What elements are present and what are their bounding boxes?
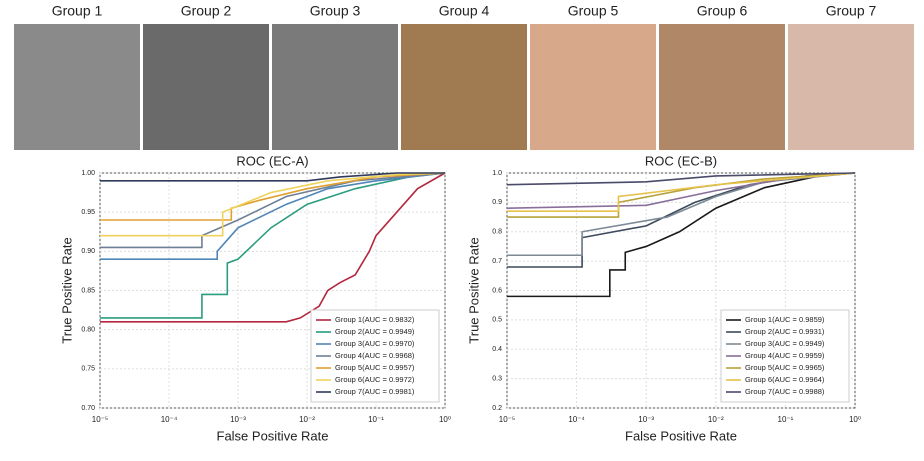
legend-label: Group 3(AUC = 0.9970)	[335, 339, 415, 348]
y-tick-label: 0.3	[492, 375, 502, 382]
roc-curve	[100, 172, 446, 237]
roc-curve	[100, 172, 446, 260]
x-tick-label: 10⁻³	[230, 415, 246, 424]
chart-title: ROC (EC-B)	[645, 153, 717, 168]
y-tick-label: 0.80	[81, 327, 95, 334]
legend-label: Group 4(AUC = 0.9959)	[745, 351, 825, 360]
legend-label: Group 5(AUC = 0.9957)	[335, 363, 415, 372]
photo	[272, 24, 398, 150]
y-tick-label: 0.9	[492, 199, 502, 206]
legend-label: Group 2(AUC = 0.9931)	[745, 327, 825, 336]
group-label: Group 1	[52, 3, 103, 19]
x-tick-label: 10⁻⁵	[92, 415, 108, 424]
group-label: Group 6	[697, 3, 748, 19]
legend-label: Group 2(AUC = 0.9949)	[335, 327, 415, 336]
photo-row	[14, 24, 914, 150]
legend-label: Group 3(AUC = 0.9949)	[745, 339, 825, 348]
legend-label: Group 7(AUC = 0.9988)	[745, 387, 825, 396]
y-tick-label: 1.0	[492, 170, 502, 177]
x-tick-label: 10⁻¹	[778, 415, 794, 424]
y-tick-label: 0.4	[492, 346, 502, 353]
x-tick-label: 10⁻⁴	[161, 415, 178, 424]
legend-label: Group 6(AUC = 0.9972)	[335, 375, 415, 384]
x-tick-label: 10⁻¹	[368, 415, 384, 424]
roc-curve	[100, 172, 446, 323]
y-tick-label: 1.00	[81, 170, 95, 177]
photo	[143, 24, 269, 150]
x-tick-label: 10⁻⁵	[499, 415, 515, 424]
photo	[788, 24, 914, 150]
group-label: Group 3	[310, 3, 361, 19]
legend-label: Group 1(AUC = 0.9859)	[745, 315, 825, 324]
legend-label: Group 5(AUC = 0.9965)	[745, 363, 825, 372]
group-label: Group 5	[568, 3, 619, 19]
x-tick-label: 10⁻²	[708, 415, 724, 424]
legend-box	[310, 309, 440, 403]
roc-curve	[100, 172, 445, 182]
x-tick-label: 10⁻⁴	[568, 415, 585, 424]
y-tick-label: 0.70	[81, 405, 95, 412]
photo	[530, 24, 656, 150]
x-tick-label: 10⁰	[849, 415, 861, 424]
y-tick-label: 0.85	[81, 287, 95, 294]
photo	[659, 24, 785, 150]
x-axis-label: False Positive Rate	[217, 428, 329, 443]
x-tick-label: 10⁻²	[299, 415, 315, 424]
x-tick-label: 10⁻³	[638, 415, 654, 424]
legend-box	[720, 309, 850, 403]
y-tick-label: 0.8	[492, 229, 502, 236]
roc-curve	[506, 172, 856, 186]
group-label: Group 2	[181, 3, 232, 19]
legend-label: Group 7(AUC = 0.9981)	[335, 387, 415, 396]
photo	[14, 24, 140, 150]
group-label: Group 7	[826, 3, 877, 19]
legend-label: Group 1(AUC = 0.9832)	[335, 315, 415, 324]
roc-curve	[507, 172, 856, 298]
y-tick-label: 0.2	[492, 405, 502, 412]
y-axis-label: True Positive Rate	[59, 237, 74, 343]
y-tick-label: 0.90	[81, 248, 95, 255]
y-tick-label: 0.7	[492, 258, 502, 265]
photo	[401, 24, 527, 150]
y-tick-label: 0.95	[81, 209, 95, 216]
y-tick-label: 0.75	[81, 366, 95, 373]
roc-curve	[100, 172, 446, 319]
roc-curve	[507, 172, 856, 218]
x-tick-label: 10⁰	[439, 415, 451, 424]
roc-curve	[507, 172, 856, 212]
y-tick-label: 0.6	[492, 287, 502, 294]
group-label: Group 4	[439, 3, 490, 19]
chart-title: ROC (EC-A)	[236, 153, 308, 168]
legend-label: Group 6(AUC = 0.9964)	[745, 375, 825, 384]
y-axis-label: True Positive Rate	[466, 237, 481, 343]
legend-label: Group 4(AUC = 0.9968)	[335, 351, 415, 360]
x-axis-label: False Positive Rate	[625, 428, 737, 443]
y-tick-label: 0.5	[492, 317, 502, 324]
